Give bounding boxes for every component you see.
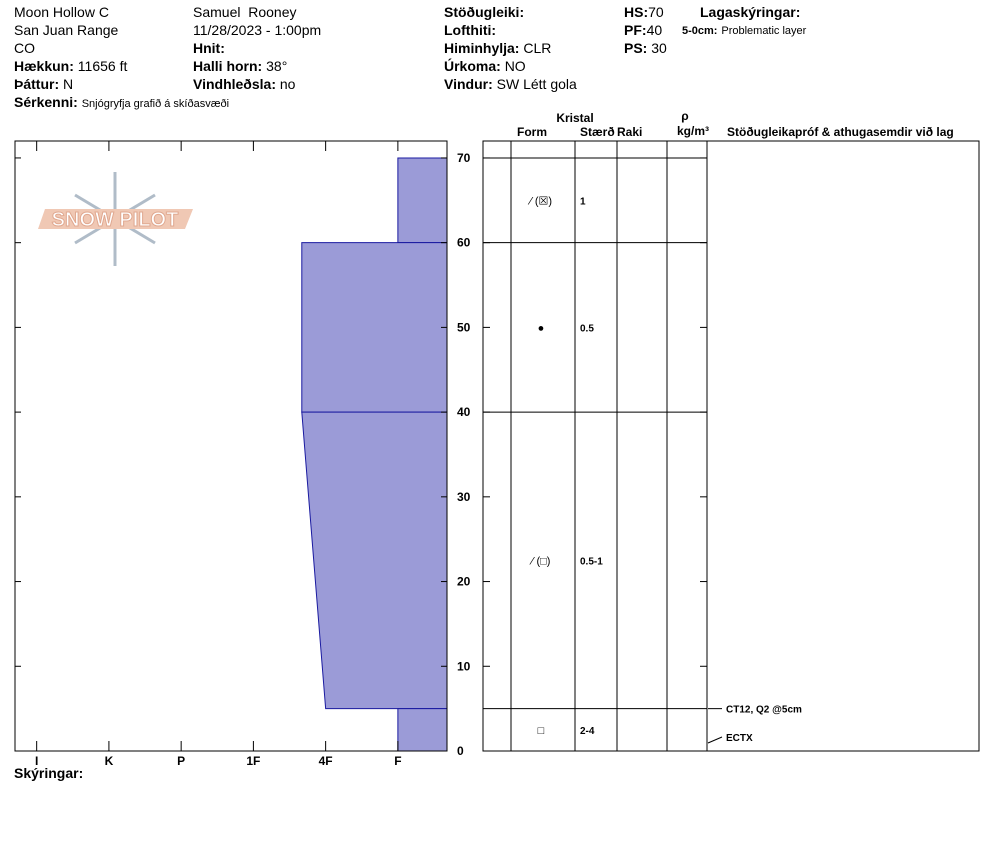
features: Sérkenni: Snjógryfja grafið á skíðasvæði — [14, 94, 229, 110]
precip: Úrkoma: NO — [444, 57, 526, 74]
value: 11656 ft — [78, 58, 128, 74]
test-result: ECTX — [726, 733, 753, 744]
y-tick-label: 20 — [457, 575, 471, 589]
label: Halli horn: — [193, 58, 262, 74]
air-temp: Lofthiti: — [444, 22, 496, 38]
text: Problematic layer — [721, 25, 806, 37]
tests-header: Stöðugleikapróf & athugasemdir við lag — [727, 125, 954, 139]
ps: PS: 30 — [624, 40, 667, 56]
y-tick-label: 40 — [457, 405, 471, 419]
hardness-layer — [301, 411, 448, 710]
value: CLR — [523, 40, 551, 56]
slope: Halli horn: 38° — [193, 58, 287, 74]
label: PF: — [624, 22, 647, 38]
range: San Juan Range — [14, 22, 119, 38]
observer: Samuel Rooney — [193, 4, 297, 20]
label: HS: — [624, 4, 648, 20]
table-frame — [482, 140, 980, 752]
value: N — [63, 76, 73, 92]
hardness-layer — [397, 157, 448, 244]
plot-frame — [14, 140, 448, 752]
value: 70 — [648, 4, 664, 20]
x-tick-label: P — [177, 754, 185, 768]
value: no — [280, 76, 296, 92]
label: PS: — [624, 40, 647, 56]
label: Úrkoma: — [444, 57, 501, 74]
elevation: Hækkun: 11656 ft — [14, 58, 127, 74]
x-tick-label: 1F — [246, 754, 260, 768]
hs: HS:70 — [624, 4, 664, 20]
wind-loading: Vindhleðsla: no — [193, 76, 296, 92]
test-arrow — [707, 736, 723, 744]
state: CO — [14, 40, 35, 56]
coords: Hnit: — [193, 40, 225, 56]
legend-title: Lagaskýringar: — [700, 4, 800, 20]
x-tick-label: K — [105, 754, 114, 768]
form-header: Form — [517, 125, 547, 139]
datetime: 11/28/2023 - 1:00pm — [193, 22, 321, 38]
value: 38° — [266, 58, 287, 74]
aspect: Þáttur: N — [14, 76, 73, 92]
x-tick-label: F — [394, 754, 401, 768]
size-header: Stærð — [580, 125, 615, 139]
label: Hækkun: — [14, 58, 74, 74]
logo: SNOW PILOT — [38, 172, 193, 266]
grain-form: ⁄ (☒) — [527, 195, 552, 207]
notes: Skýringar: — [14, 765, 83, 781]
value: Snjógryfja grafið á skíðasvæði — [82, 98, 229, 110]
grain-form: ⁄ (□) — [529, 555, 551, 567]
grain-form: □ — [538, 725, 545, 737]
legend-item: 5-0cm: Problematic layer — [682, 21, 807, 37]
y-tick-label: 0 — [457, 744, 464, 758]
density-header: ρ — [681, 109, 688, 123]
value: SW Létt gola — [497, 76, 577, 92]
x-tick-label: I — [35, 754, 38, 768]
value: NO — [505, 58, 526, 74]
value: 40 — [647, 22, 663, 38]
wind: Vindur: SW Létt gola — [444, 76, 577, 92]
pf: PF:40 — [624, 22, 662, 38]
grain-size: 0.5-1 — [580, 556, 603, 567]
range: 5-0cm: — [682, 25, 717, 37]
test-result: CT12, Q2 @5cm — [726, 705, 802, 716]
sky: Himinhylja: CLR — [444, 40, 551, 56]
y-tick-label: 70 — [457, 151, 471, 165]
grain-form: ● — [538, 322, 545, 334]
label: Þáttur: — [14, 76, 59, 92]
y-tick-label: 10 — [457, 659, 471, 673]
logo-text: SNOW PILOT — [52, 209, 179, 231]
crystal-header: Kristal — [556, 111, 593, 125]
stability: Stöðugleiki: — [444, 4, 524, 20]
hardness-layer — [301, 242, 448, 413]
grain-size: 1 — [580, 196, 586, 207]
moisture-header: Raki — [617, 125, 642, 139]
density-unit: kg/m³ — [677, 124, 709, 138]
y-tick-label: 30 — [457, 490, 471, 504]
label: Vindur: — [444, 76, 493, 92]
y-tick-label: 50 — [457, 320, 471, 334]
grain-size: 0.5 — [580, 323, 594, 334]
x-tick-label: 4F — [319, 754, 333, 768]
label: Himinhylja: — [444, 40, 519, 56]
value: 30 — [651, 40, 667, 56]
grain-size: 2-4 — [580, 726, 595, 737]
label: Vindhleðsla: — [193, 76, 276, 92]
label: Sérkenni: — [14, 94, 78, 110]
hardness-layer — [397, 708, 448, 752]
location: Moon Hollow C — [14, 4, 109, 20]
y-tick-label: 60 — [457, 236, 471, 250]
